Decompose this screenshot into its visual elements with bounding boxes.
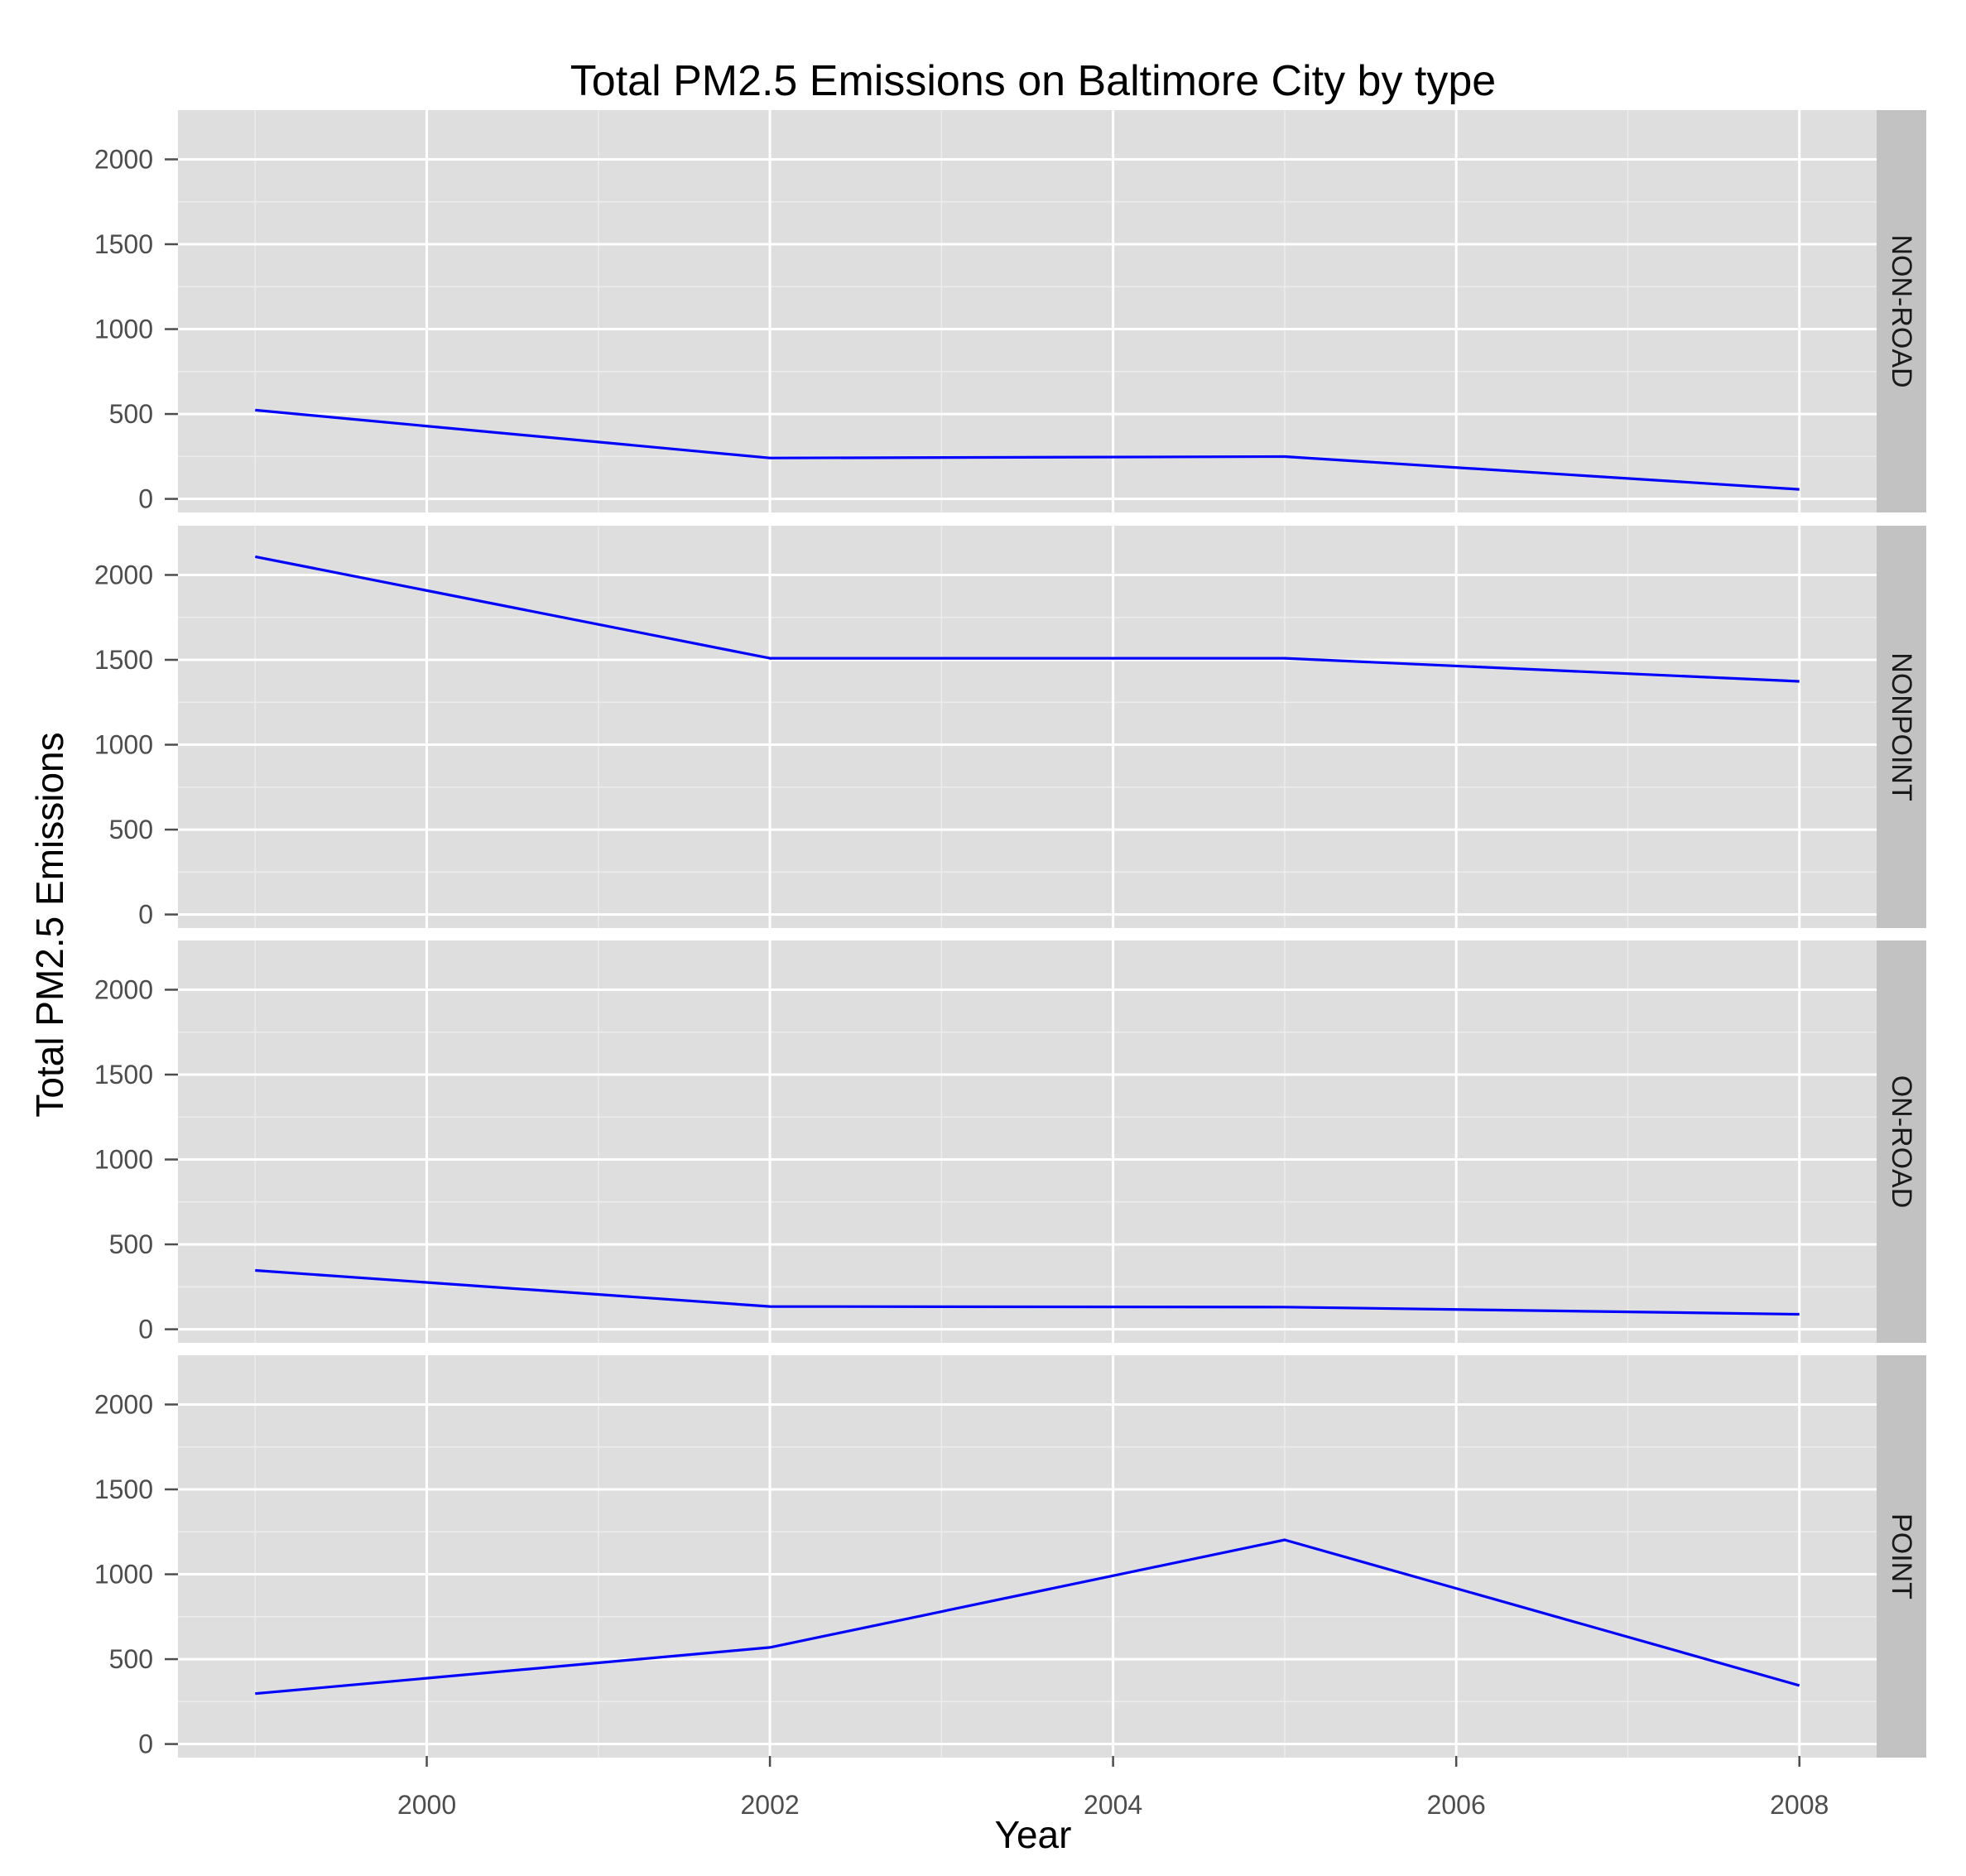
series-line-point (255, 1538, 1800, 1696)
facet-panel-point: 0 500 1000 1500 2000 POINT (94, 1355, 1926, 1759)
data-point-point-2008 (1797, 1683, 1802, 1688)
x-axis: 2000 2002 2004 2006 2008 (397, 1756, 1829, 1820)
panel-background (178, 940, 1877, 1343)
y-tick-label: 1000 (94, 315, 153, 344)
y-tick-label: 0 (138, 900, 153, 930)
y-tick-label: 1500 (94, 1060, 153, 1090)
y-tick-label: 500 (109, 399, 153, 429)
y-tick-label: 1500 (94, 645, 153, 675)
series-line-nonpoint (254, 555, 1800, 683)
facet-strip-label-point: POINT (1886, 1513, 1917, 1599)
y-tick-label: 2000 (94, 144, 153, 174)
y-tick-label: 500 (109, 1229, 153, 1259)
y-tick-label: 500 (109, 815, 153, 844)
panels-layer: 0 500 1000 1500 2000 NON-ROAD 0 500 1000 1500 2000… (94, 110, 1926, 1759)
series-line-on-road (255, 1268, 1800, 1316)
facet-strip-label-nonpoint: NONPOINT (1886, 652, 1917, 801)
facet-strip (1877, 940, 1926, 1343)
data-point-non-road-2005 (1282, 455, 1287, 459)
x-tick-label: 2008 (1770, 1790, 1829, 1820)
x-tick-label: 2000 (397, 1790, 456, 1820)
facet-panel-on-road: 0 500 1000 1500 2000 ON-ROAD (94, 940, 1926, 1344)
data-point-nonpoint-2005 (1282, 656, 1287, 661)
facet-strip (1877, 526, 1926, 928)
facet-panel-nonpoint: 0 500 1000 1500 2000 NONPOINT (94, 526, 1926, 930)
data-point-point-1999 (252, 1691, 257, 1696)
y-tick-label: 1000 (94, 1560, 153, 1590)
y-tick-label: 2000 (94, 560, 153, 589)
y-tick-label: 0 (138, 1315, 153, 1344)
facet-strip (1877, 110, 1926, 512)
chart-title: Total PM2.5 Emissions on Baltimore City … (570, 57, 1496, 105)
x-tick-label: 2002 (740, 1790, 799, 1820)
y-tick-label: 2000 (94, 1389, 153, 1419)
panel-background (178, 526, 1877, 928)
data-point-on-road-2005 (1282, 1305, 1287, 1310)
facet-strip-label-non-road: NON-ROAD (1886, 234, 1917, 387)
facet-strip (1877, 1355, 1926, 1758)
panel-background (178, 1355, 1877, 1758)
facet-strip-label-on-road: ON-ROAD (1886, 1075, 1917, 1209)
data-point-on-road-2002 (767, 1304, 772, 1309)
data-point-non-road-2008 (1797, 487, 1802, 492)
data-point-non-road-1999 (252, 407, 257, 412)
y-tick-label: 1500 (94, 1474, 153, 1504)
x-tick-label: 2004 (1084, 1790, 1142, 1820)
y-tick-label: 500 (109, 1644, 153, 1674)
data-point-non-road-2002 (767, 455, 772, 460)
y-tick-label: 1500 (94, 229, 153, 259)
facet-panel-non-road: 0 500 1000 1500 2000 NON-ROAD (94, 110, 1926, 514)
panel-background (178, 110, 1877, 512)
y-tick-label: 2000 (94, 974, 153, 1004)
data-point-point-2005 (1282, 1537, 1287, 1542)
y-tick-label: 0 (138, 484, 153, 514)
y-tick-label: 0 (138, 1729, 153, 1759)
data-point-nonpoint-2008 (1797, 679, 1802, 684)
series-line-non-road (255, 408, 1800, 491)
data-point-on-road-1999 (252, 1268, 257, 1272)
data-point-on-road-2008 (1797, 1311, 1802, 1316)
y-tick-label: 1000 (94, 730, 153, 760)
data-point-point-2002 (767, 1645, 772, 1650)
x-axis-title: Year (995, 1813, 1072, 1856)
y-tick-label: 1000 (94, 1145, 153, 1175)
data-point-nonpoint-1999 (252, 554, 257, 559)
y-axis-title: Total PM2.5 Emissions (28, 732, 71, 1117)
x-tick-label: 2006 (1427, 1790, 1486, 1820)
data-point-nonpoint-2002 (767, 656, 772, 661)
